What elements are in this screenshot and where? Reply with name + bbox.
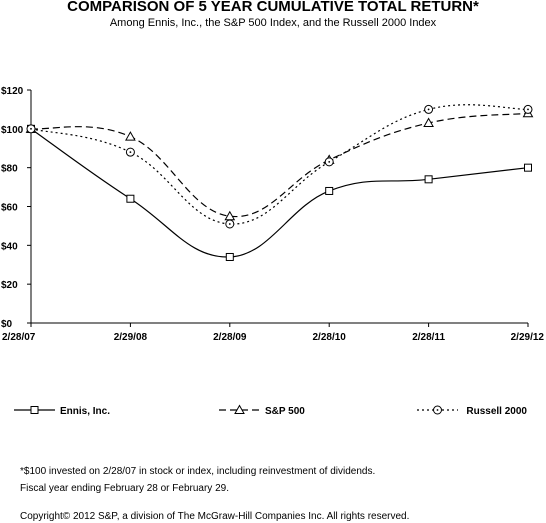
legend-marker-s-p-500 <box>234 404 245 414</box>
series-line-ennis-inc <box>30 128 529 258</box>
x-tick-label: 2/29/08 <box>114 332 148 343</box>
y-tick-label: $120 <box>1 86 24 97</box>
y-tick-label: $40 <box>1 241 18 252</box>
legend-marker-russell-2000 <box>433 405 442 415</box>
data-point-ennis-inc <box>126 194 135 203</box>
chart-axes: $0 $20 $40 $60 $80 $100 $120 2/28/07 2/29/08 2/28… <box>1 86 544 343</box>
series-ennis-inc <box>27 124 532 261</box>
circle-marker-dot <box>328 160 331 163</box>
data-point-ennis-inc <box>225 252 234 261</box>
data-point-s-p-500 <box>423 117 434 128</box>
copyright-notice: Copyright© 2012 S&P, a division of The M… <box>20 511 410 522</box>
chart-title: COMPARISON OF 5 YEAR CUMULATIVE TOTAL RE… <box>67 0 479 15</box>
legend-marker-ennis-inc <box>30 406 39 414</box>
legend-item-ennis-inc: Ennis, Inc. <box>14 406 110 417</box>
legend-label-russell-2000: Russell 2000 <box>466 406 527 417</box>
circle-marker-dot <box>30 127 32 130</box>
data-point-s-p-500 <box>224 210 236 221</box>
footnote-investment: *$100 invested on 2/28/07 in stock or in… <box>20 466 376 477</box>
legend-label-s-p-500: S&P 500 <box>265 406 305 417</box>
data-point-ennis-inc <box>424 175 433 184</box>
data-point-russell-2000 <box>125 147 135 157</box>
data-point-s-p-500 <box>125 131 136 141</box>
chart-subtitle: Among Ennis, Inc., the S&P 500 Index, an… <box>109 17 437 29</box>
circle-marker-dot <box>427 108 430 111</box>
chart-series-layer <box>25 104 534 261</box>
legend-item-russell-2000: Russell 2000 <box>417 405 527 417</box>
footnote-fiscal-year: Fiscal year ending February 28 or Februa… <box>20 483 229 494</box>
y-tick-label: $60 <box>1 203 18 214</box>
y-tick-label: $20 <box>1 280 18 291</box>
series-line-russell-2000 <box>30 104 529 225</box>
legend-label-ennis-inc: Ennis, Inc. <box>60 406 110 417</box>
data-point-russell-2000 <box>424 104 434 114</box>
circle-marker-dot <box>129 151 132 154</box>
circle-marker-dot <box>228 223 231 225</box>
x-tick-label: 2/29/12 <box>511 332 545 343</box>
circle-marker-dot <box>527 108 529 111</box>
data-point-russell-2000 <box>26 124 36 134</box>
x-tick-label: 2/28/09 <box>213 332 247 343</box>
y-tick-label: $0 <box>1 319 13 330</box>
x-tick-label: 2/28/10 <box>313 332 347 343</box>
series-russell-2000 <box>26 104 533 229</box>
data-point-russell-2000 <box>523 104 533 114</box>
y-tick-label: $80 <box>1 164 18 175</box>
x-tick-label: 2/28/11 <box>412 332 445 343</box>
series-s-p-500 <box>25 107 534 221</box>
data-point-russell-2000 <box>324 157 334 167</box>
data-point-ennis-inc <box>524 163 532 172</box>
chart-legend: Ennis, Inc. S&P 500 Russell 2000 <box>14 404 527 417</box>
series-line-s-p-500 <box>30 112 529 218</box>
legend-item-s-p-500: S&P 500 <box>219 404 305 417</box>
circle-marker-dot <box>436 409 439 411</box>
x-tick-label: 2/28/07 <box>2 332 36 343</box>
data-point-russell-2000 <box>225 219 235 229</box>
y-tick-label: $100 <box>1 125 24 136</box>
data-point-ennis-inc <box>325 186 334 195</box>
